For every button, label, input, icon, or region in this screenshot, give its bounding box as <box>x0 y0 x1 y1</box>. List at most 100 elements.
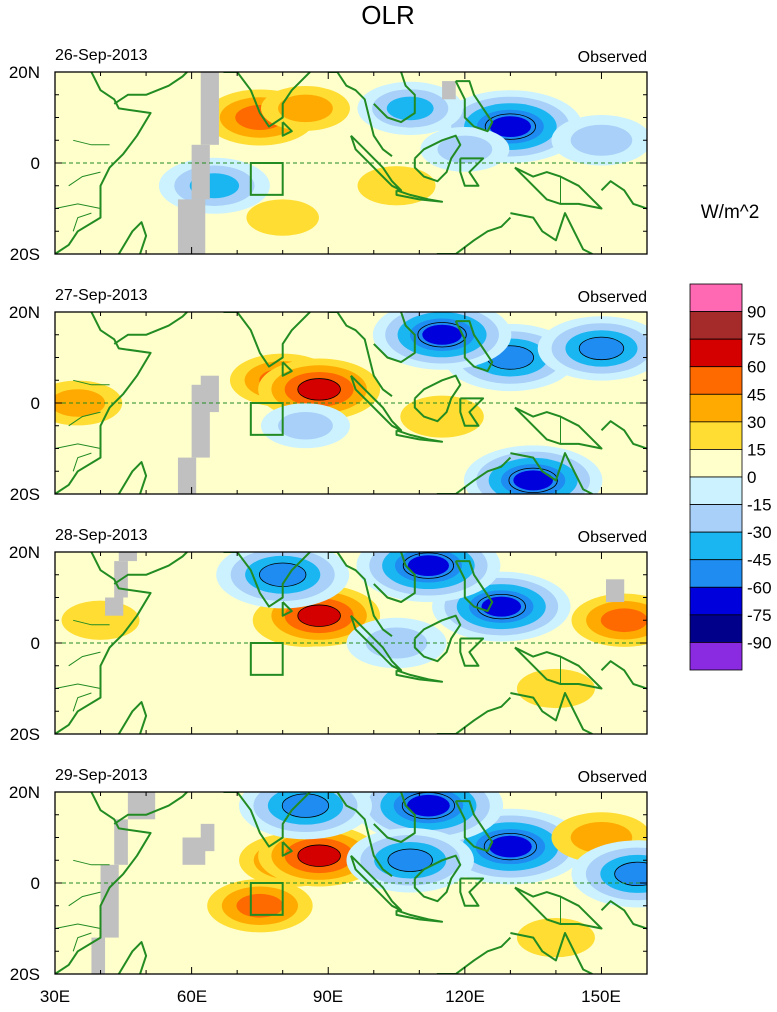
coastline <box>281 121 293 137</box>
colorbar-swatch <box>689 504 743 533</box>
missing-data-area <box>200 375 219 413</box>
coastline <box>459 157 485 187</box>
coastline <box>459 397 485 427</box>
olr-contour-fill <box>481 596 522 617</box>
coastline <box>413 854 462 903</box>
olr-contour-line <box>508 467 558 494</box>
colorbar-swatch <box>689 338 743 368</box>
coastline <box>436 936 512 974</box>
coastline <box>395 189 444 203</box>
coastline <box>55 312 152 494</box>
colorbar-swatch <box>689 642 743 671</box>
target-region-box <box>249 882 284 916</box>
olr-contour-line <box>578 336 625 361</box>
target-region-box <box>249 402 284 436</box>
missing-data-area <box>114 819 128 865</box>
coastline <box>454 560 494 613</box>
lat-tick-label: 0 <box>31 874 40 893</box>
coastline <box>328 552 393 638</box>
panel-date: 26-Sep-2013 <box>55 47 148 64</box>
coastline <box>223 72 311 128</box>
coastline <box>223 552 311 608</box>
missing-data-area <box>118 552 137 562</box>
coastline <box>413 614 462 663</box>
coastline <box>514 646 603 690</box>
olr-contour-line <box>484 113 536 140</box>
coastline <box>510 692 593 734</box>
coastline <box>436 696 512 734</box>
country-border <box>72 212 92 232</box>
coastline <box>350 854 403 912</box>
coastline <box>454 800 494 853</box>
olr-contour-fill <box>282 793 329 818</box>
figure-title: OLR <box>361 0 414 30</box>
colorbar-label: -60 <box>747 578 772 597</box>
lon-tick-label: 60E <box>177 987 207 1006</box>
panel-label: Observed <box>578 769 647 786</box>
missing-data-area <box>442 81 456 100</box>
lon-tick-label: 90E <box>313 987 343 1006</box>
colorbar-swatch <box>689 393 743 423</box>
country-border <box>68 411 101 427</box>
missing-data-area <box>182 837 206 865</box>
coastline <box>55 792 152 974</box>
olr-contour-fill <box>246 199 319 236</box>
coastline <box>350 374 403 432</box>
missing-data-area <box>105 597 124 616</box>
lat-tick-label: 0 <box>31 634 40 653</box>
panel-label: Observed <box>578 49 647 66</box>
coastline <box>328 72 393 157</box>
country-border <box>73 379 110 386</box>
coastline <box>459 637 485 667</box>
country-border <box>73 619 110 626</box>
colorbar-swatch <box>689 283 743 312</box>
coastline <box>510 212 593 254</box>
country-border <box>55 203 101 209</box>
olr-contour-line <box>297 604 341 627</box>
coastline <box>454 80 494 133</box>
coastline <box>281 361 293 377</box>
lat-tick-label: 0 <box>31 394 40 413</box>
coastline <box>510 452 593 494</box>
coastline <box>113 552 188 585</box>
coastline <box>350 134 403 192</box>
olr-contour-line <box>297 844 341 867</box>
coastline <box>55 552 152 734</box>
colorbar-swatch <box>689 449 743 478</box>
coastline <box>373 792 416 843</box>
colorbar-swatch <box>689 366 743 395</box>
map-panel: 27-Sep-2013 Observed <box>54 287 648 495</box>
country-border <box>68 171 101 187</box>
country-border <box>73 139 110 146</box>
colorbar: 90 75 60 45 30 15 0 -15 -30 -45 -60 -75 -90 <box>689 283 772 671</box>
olr-contour-fill <box>513 470 553 491</box>
country-border <box>72 452 92 472</box>
lat-tick-label: 20N <box>9 543 40 562</box>
olr-contour-fill <box>570 124 633 156</box>
country-border <box>55 923 101 929</box>
coastline <box>117 221 148 254</box>
colorbar-swatch <box>689 476 743 505</box>
coastline <box>113 72 188 105</box>
lat-tick-label: 20S <box>10 725 40 744</box>
coastline <box>454 320 494 373</box>
country-border <box>73 859 110 866</box>
colorbar-label: 60 <box>747 358 766 377</box>
panel-label: Observed <box>578 529 647 546</box>
olr-field <box>55 72 647 254</box>
coastline <box>328 792 393 878</box>
olr-contour-fill <box>407 555 449 577</box>
olr-contour-fill <box>386 96 434 121</box>
coastline <box>328 312 393 398</box>
olr-contour-fill <box>297 378 341 401</box>
coastline <box>113 792 188 825</box>
olr-contour-fill <box>437 135 493 164</box>
lon-tick-label: 150E <box>581 987 621 1006</box>
colorbar-label: 75 <box>747 330 766 349</box>
coastline <box>281 841 293 857</box>
olr-contour-line <box>387 848 433 872</box>
colorbar-label: -75 <box>747 606 772 625</box>
coastline <box>514 886 603 930</box>
map-panel: 29-Sep-2013 Observed <box>54 767 648 975</box>
coastline <box>223 792 311 848</box>
